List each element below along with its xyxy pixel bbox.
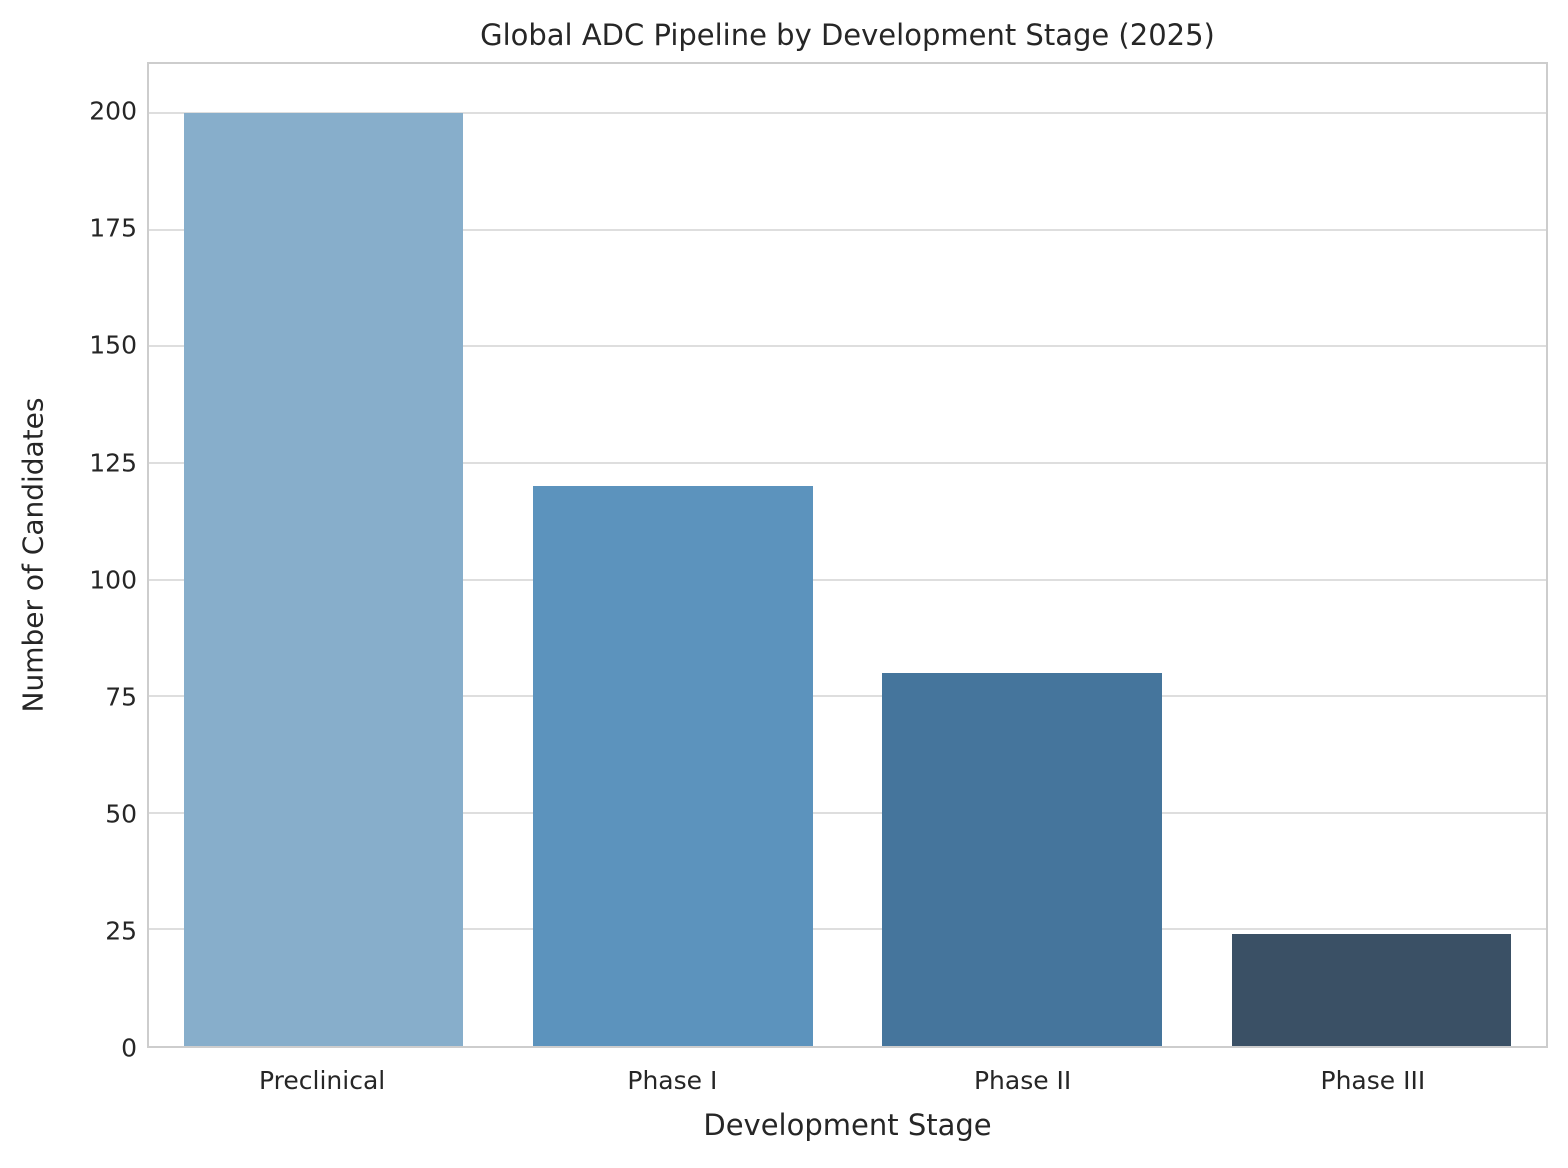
x-tick-label-phase-ii: Phase II <box>973 1066 1072 1095</box>
chart-title: Global ADC Pipeline by Development Stage… <box>480 18 1215 52</box>
y-tick-label: 125 <box>89 448 137 477</box>
y-tick-label: 100 <box>89 565 137 595</box>
y-axis-tick-labels: 0 25 50 75 100 125 150 175 200 <box>0 62 137 1061</box>
gridline-y-50 <box>149 811 1546 814</box>
x-axis-label: Development Stage <box>703 1108 992 1142</box>
gridline-y-200 <box>149 111 1546 114</box>
y-tick-label: 25 <box>105 916 137 946</box>
y-tick-label: 175 <box>89 213 137 243</box>
y-tick-label: 50 <box>105 799 137 829</box>
gridline-y-100 <box>149 578 1546 581</box>
y-tick-label: 150 <box>89 330 137 360</box>
gridline-y-125 <box>149 461 1546 464</box>
y-tick-label: 75 <box>105 682 137 712</box>
x-tick-label-phase-iii: Phase III <box>1320 1066 1426 1095</box>
gridline-y-75 <box>149 695 1546 698</box>
bar-phase-iii <box>1231 934 1512 1046</box>
y-tick-label: 0 <box>121 1033 137 1063</box>
bar-preclinical <box>183 112 464 1046</box>
x-axis-tick-labels: Preclinical Phase I Phase II Phase III <box>147 1066 1548 1102</box>
gridline-y-175 <box>149 228 1546 231</box>
plot-area <box>147 62 1548 1048</box>
gridline-y-25 <box>149 928 1546 931</box>
bar-phase-i <box>533 486 813 1046</box>
x-tick-label-preclinical: Preclinical <box>259 1066 386 1095</box>
x-tick-label-phase-i: Phase I <box>627 1066 718 1095</box>
y-tick-label: 200 <box>89 96 137 126</box>
bar-phase-ii <box>882 672 1162 1046</box>
gridline-y-150 <box>149 345 1546 348</box>
